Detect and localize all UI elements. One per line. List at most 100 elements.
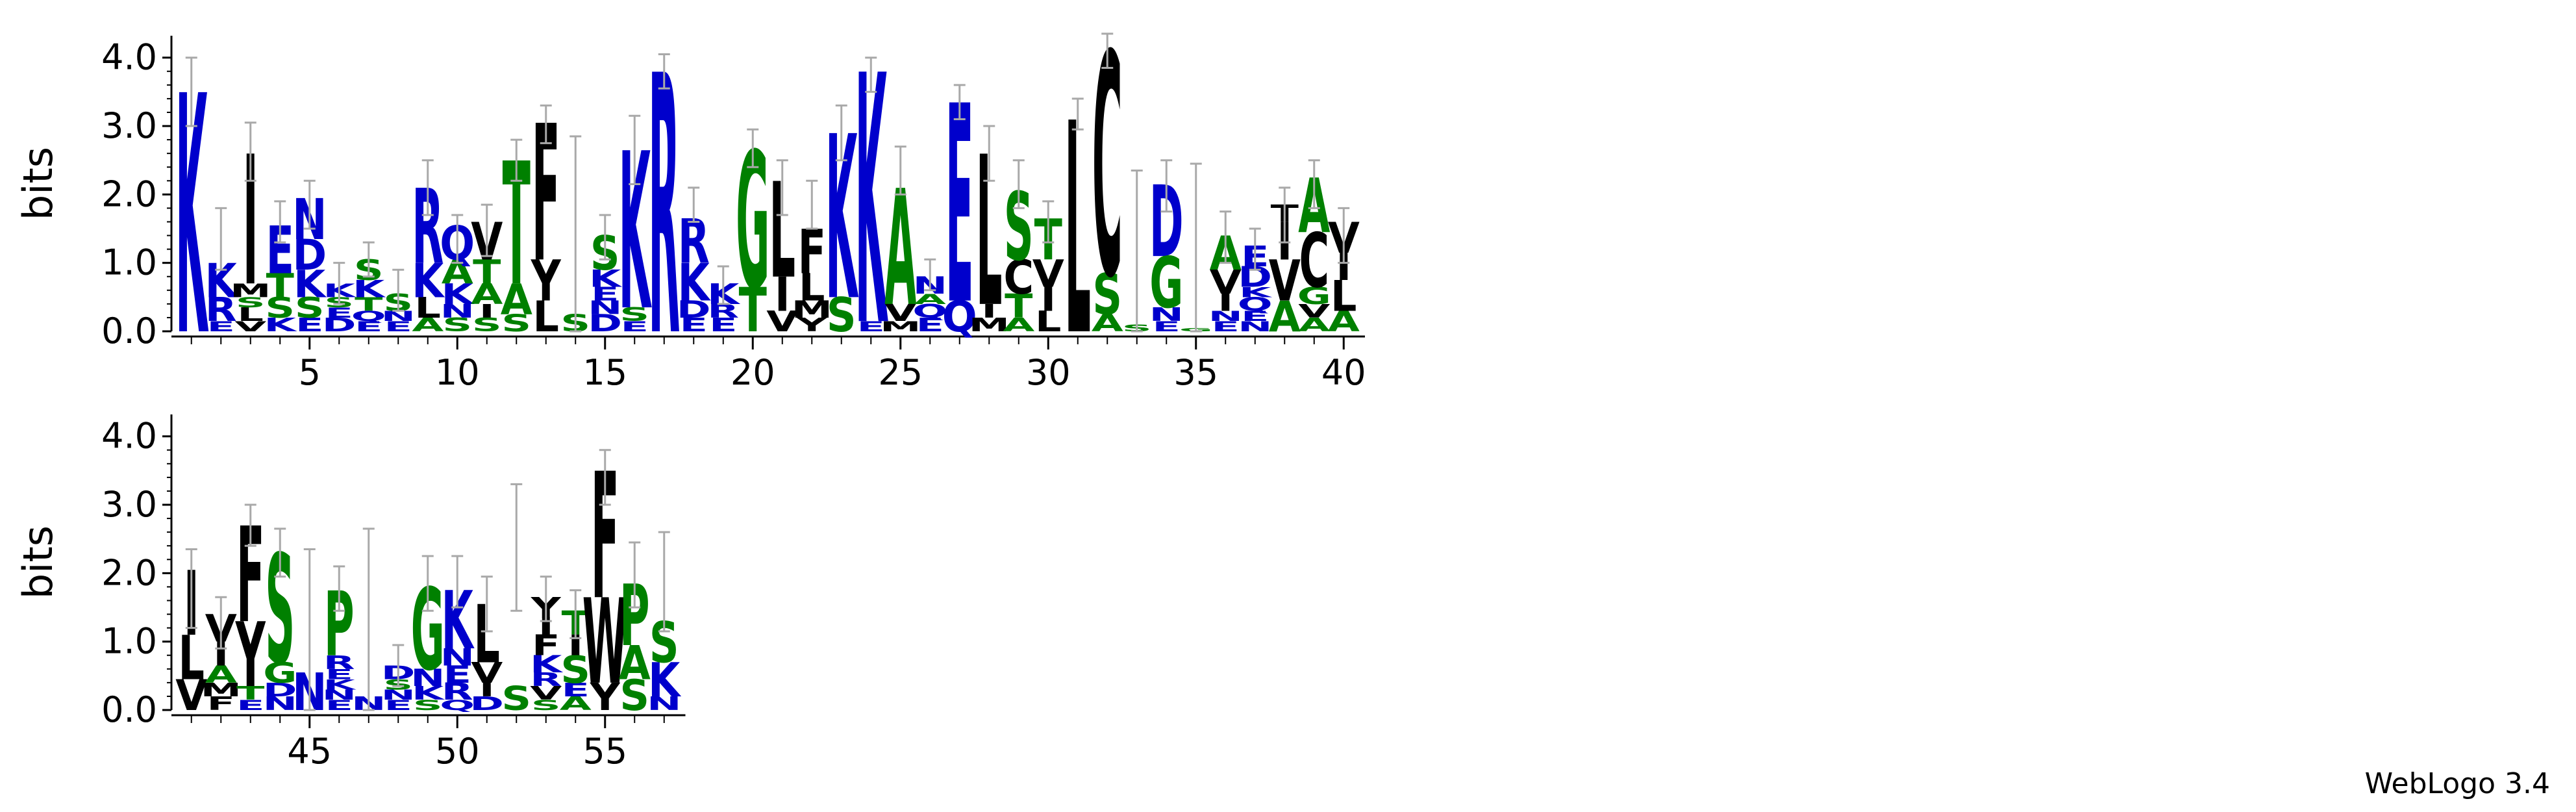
residue-M: M — [230, 279, 271, 301]
y-tick-label: 4.0 — [101, 416, 157, 457]
position-23-stack: SK — [825, 88, 858, 350]
residue-E: E — [680, 314, 708, 336]
residue-M: M — [201, 679, 242, 701]
position-2-stack: ERK — [205, 207, 238, 335]
residue-K: K — [412, 682, 445, 704]
residue-K: K — [323, 677, 357, 693]
x-tick-label: 50 — [435, 731, 480, 772]
position-1-stack: K — [175, 27, 209, 409]
residue-N: N — [588, 297, 622, 319]
residue-I: I — [213, 635, 229, 674]
residue-C: C — [1003, 251, 1034, 305]
residue-D: D — [677, 296, 711, 324]
residue-S: S — [413, 697, 443, 713]
residue-E: E — [325, 697, 353, 713]
position-25-stack: MVA — [880, 146, 921, 342]
x-tick-label: 40 — [1321, 352, 1366, 393]
residue-S: S — [619, 303, 649, 325]
residue-S: S — [265, 292, 295, 324]
residue-V: V — [1210, 263, 1242, 301]
residue-T: T — [236, 682, 265, 704]
residue-K: K — [530, 651, 564, 678]
residue-N: N — [440, 644, 475, 672]
position-20-stack: TG — [736, 114, 769, 346]
residue-G: G — [1297, 283, 1331, 310]
residue-Q: Q — [351, 309, 386, 325]
residue-I: I — [1040, 281, 1056, 319]
y-axis-label: bits — [14, 147, 62, 220]
residue-F: F — [532, 629, 560, 662]
residue-R: R — [323, 652, 355, 674]
residue-N: N — [1149, 303, 1184, 325]
position-21-stack: VIL — [766, 156, 798, 338]
residue-E: E — [236, 697, 264, 713]
residue-Q: Q — [1238, 293, 1273, 315]
position-31-stack: L — [1065, 63, 1091, 400]
residue-E: E — [384, 697, 412, 713]
residue-M: M — [880, 318, 921, 335]
residue-S: S — [531, 697, 561, 713]
residue-Y: Y — [235, 604, 266, 707]
position-57-stack: NKS — [647, 531, 682, 715]
x-tick-label: 35 — [1173, 352, 1218, 393]
y-tick-label: 2.0 — [101, 173, 157, 214]
residue-E: E — [295, 314, 323, 336]
residue-D: D — [263, 679, 297, 701]
y-tick-label: 3.0 — [101, 105, 157, 146]
x-tick-label: 15 — [582, 352, 627, 393]
residue-V: V — [884, 299, 916, 327]
logo-row-2: 0.01.02.03.04.0bits455055VLIFMAIVETYFNDG… — [14, 414, 686, 772]
position-16-stack: ESK — [619, 108, 652, 359]
residue-F: F — [207, 692, 235, 715]
residue-E: E — [325, 305, 353, 321]
residue-I: I — [775, 268, 790, 323]
residue-L: L — [799, 266, 825, 310]
residue-D: D — [322, 314, 356, 336]
position-52-stack: S — [501, 483, 531, 718]
residue-E: E — [621, 318, 649, 335]
x-tick-label: 25 — [878, 352, 923, 393]
residue-K: K — [353, 275, 386, 303]
residue-S: S — [236, 294, 266, 311]
residue-L: L — [238, 303, 264, 325]
y-tick-label: 1.0 — [101, 621, 157, 662]
residue-V: V — [234, 318, 267, 335]
position-47-stack: N — [351, 527, 386, 715]
residue-C: C — [1299, 218, 1329, 305]
residue-L: L — [415, 292, 441, 324]
position-35-stack: G — [1179, 162, 1213, 333]
y-tick-label: 3.0 — [101, 484, 157, 525]
residue-S: S — [501, 310, 531, 337]
x-tick-label: 45 — [287, 731, 332, 772]
residue-A: A — [471, 278, 503, 311]
residue-V: V — [530, 682, 562, 704]
residue-I: I — [479, 679, 495, 701]
residue-L: L — [1035, 305, 1061, 338]
residue-K: K — [294, 263, 327, 307]
residue-D: D — [588, 310, 622, 337]
residue-I: I — [243, 118, 258, 325]
position-55-stack: YWF — [582, 437, 628, 720]
residue-E: E — [325, 666, 353, 683]
x-tick-label: 30 — [1026, 352, 1071, 393]
footer-credit: WebLogo 3.4 — [2364, 767, 2550, 800]
position-28-stack: MIL — [969, 113, 1010, 353]
position-24-stack: EK — [855, 5, 889, 402]
residue-A: A — [205, 661, 237, 689]
residue-T: T — [355, 293, 383, 315]
residue-S: S — [619, 671, 649, 720]
